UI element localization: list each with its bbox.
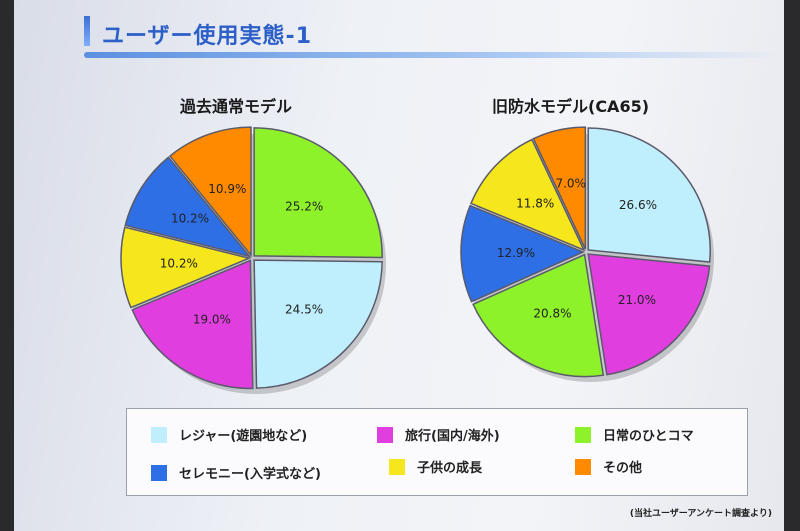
pie-slice-label: 7.0% xyxy=(555,177,586,191)
pie-slice-label: 10.9% xyxy=(208,182,246,196)
legend-label: その他 xyxy=(603,461,643,476)
pie-slice-leisure xyxy=(587,127,711,263)
legend-swatch-leisure xyxy=(151,426,167,443)
title-underline xyxy=(84,52,784,58)
pie-slice-label: 21.0% xyxy=(618,293,656,307)
chart-title-standard: 過去通常モデル xyxy=(180,97,293,116)
pie-slice-label: 25.2% xyxy=(285,199,323,213)
pie-slice-label: 26.6% xyxy=(619,198,657,212)
legend-label: セレモニー(入学式など) xyxy=(179,467,321,482)
pie-slice-label: 19.0% xyxy=(193,312,231,326)
legend-label: 子供の成長 xyxy=(417,461,483,476)
title-accent xyxy=(84,16,90,46)
legend-label: 日常のひとコマ xyxy=(603,429,694,444)
legend-item-growth: 子供の成長 xyxy=(389,457,482,476)
pie-slice-growth xyxy=(470,138,586,252)
chart-title-waterproof: 旧防水モデル(CA65) xyxy=(492,97,650,116)
slide: ユーザー使用実態-1 過去通常モデル 旧防水モデル(CA65) 25.2% 24.… xyxy=(14,0,784,531)
pie-slice-ceremony xyxy=(124,156,252,258)
pie-slice-label: 12.9% xyxy=(497,246,535,260)
legend-label: レジャー(遊園地など) xyxy=(179,429,308,444)
pie-slice-daily xyxy=(253,127,383,259)
legend-swatch-travel xyxy=(377,426,393,443)
title-bar: ユーザー使用実態-1 xyxy=(84,12,784,58)
legend-label: 旅行(国内/海外) xyxy=(405,429,500,444)
pie-charts: 25.2% 24.5% 19.0% 10.2% 10.2% 10.9% 26.6% 21.0%… xyxy=(120,126,714,394)
legend-swatch-ceremony xyxy=(151,464,167,481)
legend-item-travel: 旅行(国内/海外) xyxy=(377,425,500,444)
pie-slice-daily xyxy=(472,253,605,378)
pie-slice-other xyxy=(532,126,587,250)
pie-slice-growth xyxy=(120,226,252,309)
pie-slice-label: 24.5% xyxy=(285,303,323,317)
legend: レジャー(遊園地など) 旅行(国内/海外) 日常のひとコマ セレモニー(入学式な… xyxy=(126,408,748,496)
legend-item-leisure: レジャー(遊園地など) xyxy=(151,425,307,444)
pie-slice-travel xyxy=(587,253,711,376)
legend-swatch-growth xyxy=(389,458,405,475)
pie-slice-leisure xyxy=(253,259,383,389)
page-title: ユーザー使用実態-1 xyxy=(102,24,312,49)
pie-slice-label: 10.2% xyxy=(160,257,198,271)
legend-item-other: その他 xyxy=(575,457,642,476)
pie-slice-label: 20.8% xyxy=(533,307,571,321)
legend-swatch-other xyxy=(575,458,591,475)
legend-item-ceremony: セレモニー(入学式など) xyxy=(151,463,321,482)
pie-slice-travel xyxy=(131,259,254,390)
legend-item-daily: 日常のひとコマ xyxy=(575,425,694,444)
pie-slice-ceremony xyxy=(460,204,585,303)
source-note: (当社ユーザーアンケート調査より) xyxy=(629,509,772,519)
pie-slice-label: 10.2% xyxy=(171,212,209,226)
pie-slice-other xyxy=(168,126,252,258)
legend-swatch-daily xyxy=(575,426,591,443)
pie-slice-label: 11.8% xyxy=(516,197,554,211)
